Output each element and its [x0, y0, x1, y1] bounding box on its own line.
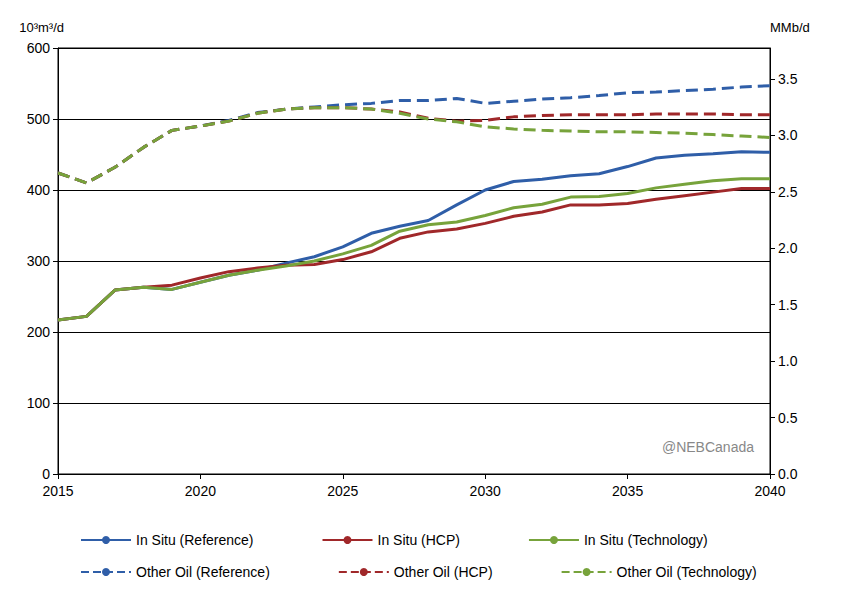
svg-text:500: 500	[27, 111, 51, 127]
svg-text:600: 600	[27, 40, 51, 56]
svg-text:Other Oil (HCP): Other Oil (HCP)	[394, 564, 493, 580]
svg-text:3.0: 3.0	[778, 127, 798, 143]
svg-text:In Situ (Reference): In Situ (Reference)	[136, 532, 254, 548]
svg-text:10³m³/d: 10³m³/d	[19, 20, 64, 35]
svg-text:2035: 2035	[612, 483, 643, 499]
svg-text:1.5: 1.5	[778, 297, 798, 313]
svg-text:In Situ (Technology): In Situ (Technology)	[584, 532, 708, 548]
svg-text:2.0: 2.0	[778, 240, 798, 256]
svg-text:400: 400	[27, 182, 51, 198]
svg-text:Other Oil (Technology): Other Oil (Technology)	[617, 564, 757, 580]
svg-text:0.0: 0.0	[778, 466, 798, 482]
svg-text:0.5: 0.5	[778, 410, 798, 426]
svg-text:2030: 2030	[470, 483, 501, 499]
svg-text:0: 0	[42, 466, 50, 482]
svg-text:MMb/d: MMb/d	[770, 20, 810, 35]
svg-text:100: 100	[27, 395, 51, 411]
svg-text:3.5: 3.5	[778, 71, 798, 87]
svg-text:Other Oil (Reference): Other Oil (Reference)	[136, 564, 270, 580]
svg-text:@NEBCanada: @NEBCanada	[662, 439, 754, 455]
svg-text:2.5: 2.5	[778, 184, 798, 200]
svg-text:In Situ (HCP): In Situ (HCP)	[377, 532, 459, 548]
svg-text:2025: 2025	[327, 483, 358, 499]
svg-text:200: 200	[27, 324, 51, 340]
svg-text:2020: 2020	[185, 483, 216, 499]
svg-text:2015: 2015	[42, 483, 73, 499]
svg-text:300: 300	[27, 253, 51, 269]
svg-text:2040: 2040	[754, 483, 785, 499]
svg-text:1.0: 1.0	[778, 353, 798, 369]
